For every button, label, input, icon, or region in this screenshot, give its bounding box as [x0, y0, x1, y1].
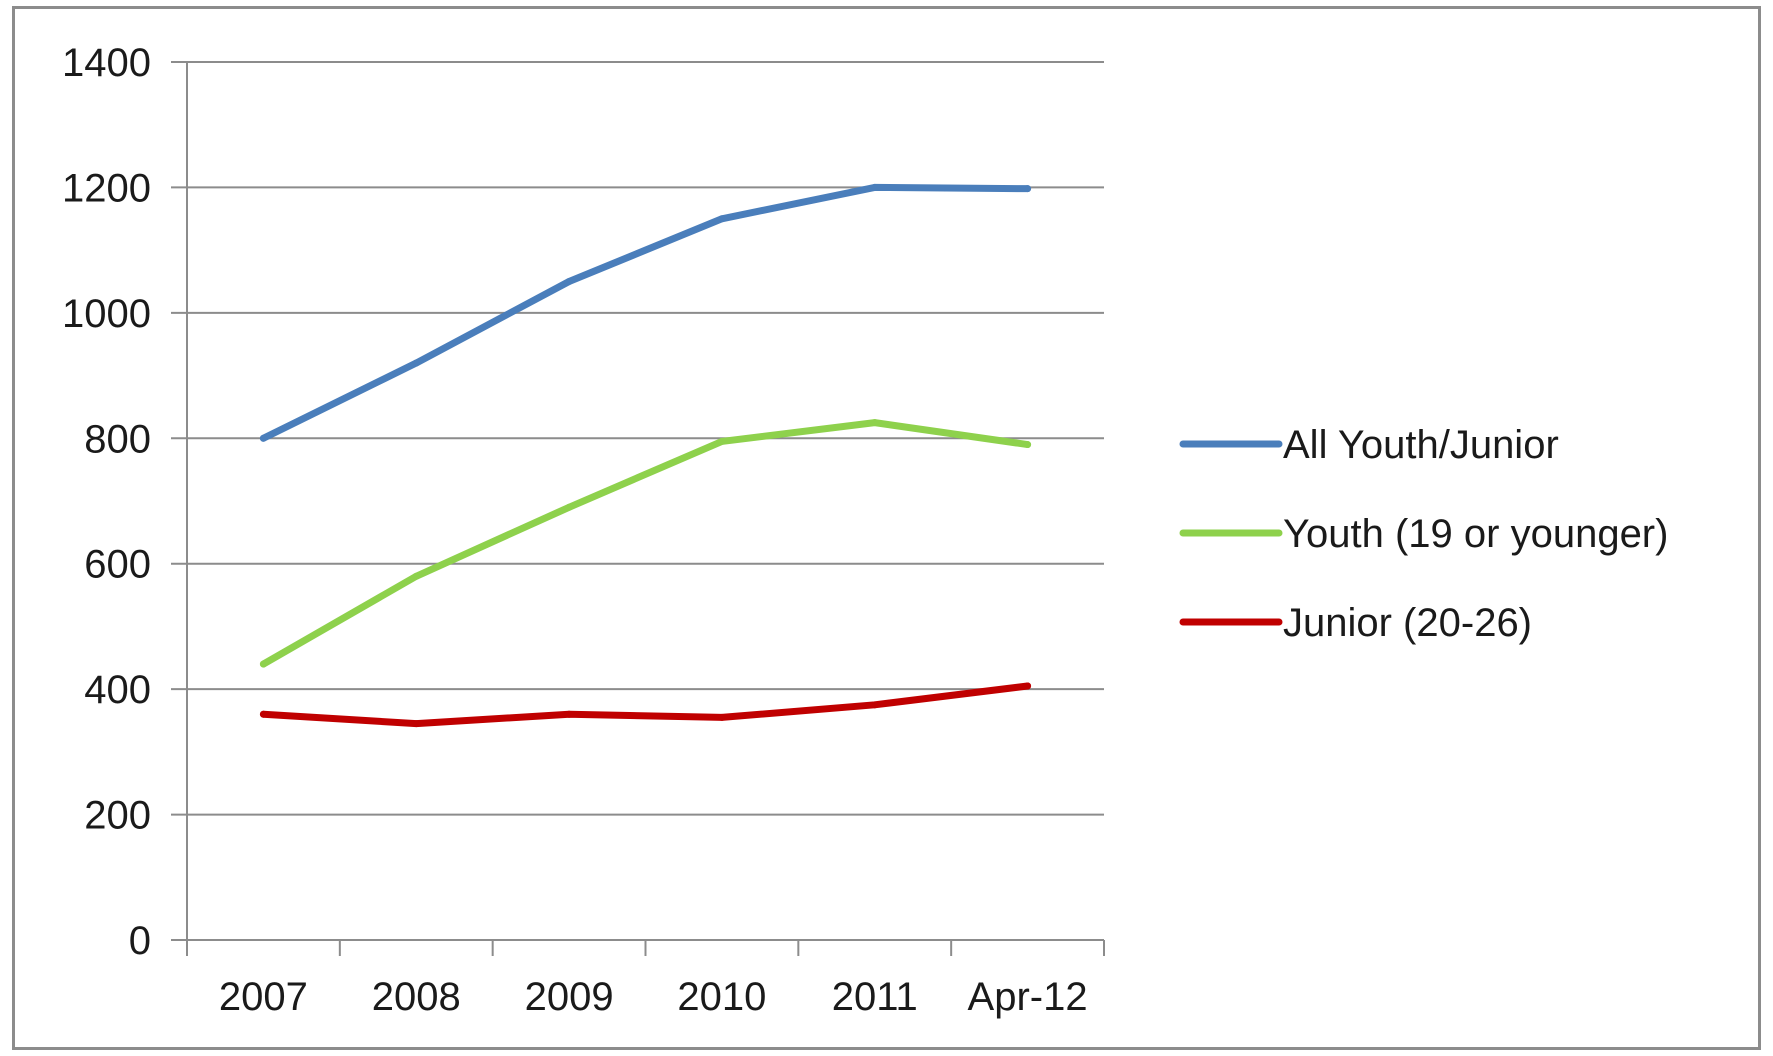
series-line: [259, 419, 1032, 668]
series-point: [1024, 682, 1032, 690]
legend: All Youth/Junior Youth (19 or younger) Jun…: [1179, 423, 1668, 645]
series-point: [259, 434, 267, 442]
x-tick-label: 2011: [832, 975, 918, 1019]
series-point: [871, 183, 879, 191]
series-point: [412, 720, 420, 728]
series-point: [259, 710, 267, 718]
x-tick-label: Apr-12: [968, 975, 1088, 1019]
series-lines: [259, 183, 1032, 728]
x-tick-label: 2008: [372, 975, 461, 1019]
legend-label: Junior (20-26): [1283, 601, 1532, 645]
y-tick-label: 600: [84, 543, 151, 587]
y-tick-label: 0: [129, 919, 151, 963]
chart-frame: [12, 6, 1761, 1050]
gridlines: [171, 61, 1104, 941]
y-tick-label: 800: [84, 417, 151, 461]
series-point: [565, 503, 573, 511]
series-point: [871, 701, 879, 709]
x-tick-label: 2007: [219, 975, 308, 1019]
y-tick-label: 1000: [62, 292, 151, 336]
y-tick-label: 400: [84, 668, 151, 712]
series-point: [1024, 185, 1032, 193]
series-point: [718, 437, 726, 445]
y-tick-label: 200: [84, 794, 151, 838]
y-tick-label: 1200: [62, 166, 151, 210]
series-point: [565, 710, 573, 718]
series-point: [259, 660, 267, 668]
series-point: [412, 572, 420, 580]
x-tick-label: 2010: [677, 975, 766, 1019]
axes: 0 200 400 600 800 1000 1200 1400 2007 2008 2009 201…: [62, 41, 1105, 1019]
legend-label: Youth (19 or younger): [1283, 512, 1668, 556]
series-line: [259, 682, 1032, 728]
legend-label: All Youth/Junior: [1283, 423, 1559, 467]
series-point: [718, 713, 726, 721]
series-point: [1024, 441, 1032, 449]
series-point: [412, 359, 420, 367]
x-tick-label: 2009: [525, 975, 614, 1019]
series-point: [871, 419, 879, 427]
series-line: [259, 183, 1032, 442]
series-point: [718, 215, 726, 223]
series-point: [565, 278, 573, 285]
y-tick-label: 1400: [62, 41, 151, 85]
